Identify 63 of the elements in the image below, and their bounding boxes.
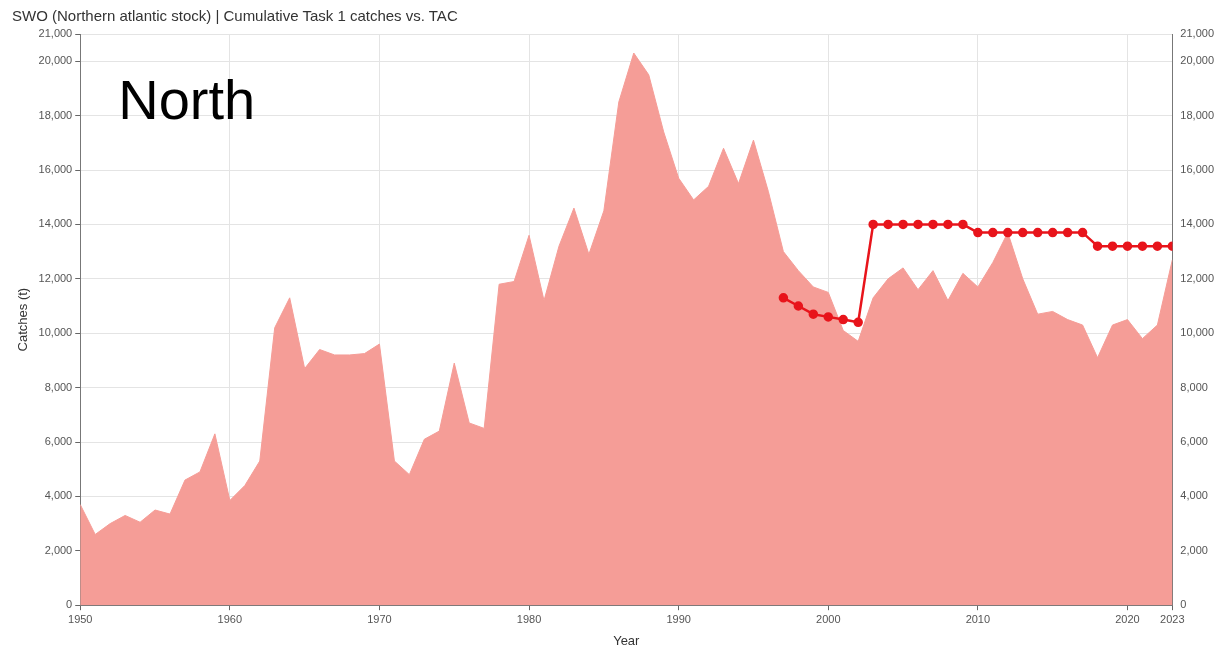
annotation: North bbox=[118, 68, 256, 132]
point bbox=[838, 314, 848, 325]
y2-tick-label: 21,000 bbox=[1180, 27, 1215, 40]
x-tick-label: 1990 bbox=[666, 612, 691, 625]
y-tick-label: 6,000 bbox=[44, 435, 73, 448]
y-axis-title: Catches (t) bbox=[15, 287, 31, 352]
point bbox=[928, 219, 938, 230]
point bbox=[1047, 227, 1058, 238]
y-tick-label: 18,000 bbox=[38, 108, 73, 121]
y2-tick-label: 20,000 bbox=[1180, 54, 1215, 67]
y-tick-label: 8,000 bbox=[44, 380, 73, 393]
y-tick-label: 16,000 bbox=[38, 163, 73, 176]
point bbox=[898, 219, 908, 230]
x-tick-label: 2023 bbox=[1160, 612, 1185, 625]
point bbox=[883, 219, 893, 230]
point bbox=[853, 317, 863, 328]
y-tick-label: 20,000 bbox=[38, 54, 73, 67]
point bbox=[808, 309, 819, 319]
y2-tick-label: 8,000 bbox=[1180, 380, 1208, 393]
y2-tick-label: 0 bbox=[1180, 598, 1187, 611]
point bbox=[943, 219, 953, 230]
point bbox=[1077, 227, 1088, 238]
y-tick-label: 14,000 bbox=[38, 217, 73, 230]
point bbox=[868, 219, 878, 230]
y2-tick-label: 6,000 bbox=[1180, 435, 1208, 448]
y-tick-label: 4,000 bbox=[44, 489, 73, 502]
x-tick-label: 2020 bbox=[1115, 612, 1140, 625]
y-tick-label: 21,000 bbox=[38, 27, 73, 40]
point bbox=[1018, 227, 1028, 238]
point bbox=[1092, 241, 1103, 251]
x-tick-label: 2010 bbox=[965, 612, 991, 625]
y2-tick-label: 2,000 bbox=[1180, 543, 1208, 556]
y2-tick-label: 14,000 bbox=[1180, 217, 1215, 230]
point bbox=[1062, 227, 1073, 238]
point bbox=[1137, 241, 1148, 251]
y-tick-label: 12,000 bbox=[38, 271, 73, 284]
x-tick-label: 1950 bbox=[68, 612, 93, 625]
chart-title: SWO (Northern atlantic stock) | Cumulative Task 1 catches vs. TAC bbox=[12, 7, 458, 25]
point bbox=[958, 219, 968, 230]
x-axis-title: Year bbox=[613, 632, 641, 648]
point bbox=[913, 219, 923, 230]
y2-tick-label: 4,000 bbox=[1180, 489, 1208, 502]
y-tick-label: 0 bbox=[66, 598, 73, 611]
y2-tick-label: 18,000 bbox=[1180, 108, 1215, 121]
point bbox=[973, 227, 983, 238]
y2-tick-label: 16,000 bbox=[1180, 163, 1215, 176]
x-tick-label: 1970 bbox=[367, 612, 392, 625]
point bbox=[1107, 241, 1118, 251]
y-tick-label: 2,000 bbox=[44, 543, 73, 556]
point bbox=[1003, 227, 1013, 238]
point bbox=[793, 301, 804, 311]
y2-tick-label: 10,000 bbox=[1180, 326, 1215, 339]
y2-tick-label: 12,000 bbox=[1180, 271, 1215, 284]
point bbox=[1152, 241, 1163, 251]
point bbox=[823, 312, 834, 322]
point bbox=[988, 227, 998, 238]
point bbox=[1032, 227, 1043, 238]
x-tick-label: 1980 bbox=[516, 612, 542, 625]
x-tick-label: 1960 bbox=[217, 612, 243, 625]
x-tick-label: 2000 bbox=[816, 612, 841, 625]
y-tick-label: 10,000 bbox=[38, 326, 73, 339]
point bbox=[1122, 241, 1133, 251]
point bbox=[778, 293, 789, 303]
